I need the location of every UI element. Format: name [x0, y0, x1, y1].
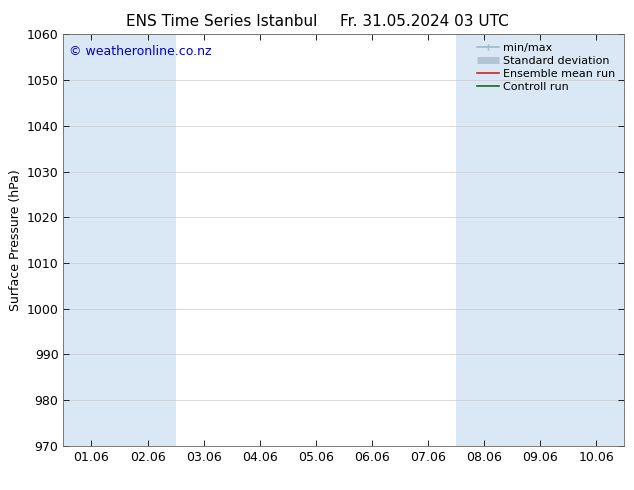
Text: Fr. 31.05.2024 03 UTC: Fr. 31.05.2024 03 UTC: [340, 14, 509, 29]
Bar: [63, 34, 120, 446]
Bar: [120, 34, 176, 446]
Bar: [569, 34, 624, 446]
Bar: [456, 34, 512, 446]
Y-axis label: Surface Pressure (hPa): Surface Pressure (hPa): [10, 169, 22, 311]
Text: ENS Time Series Istanbul: ENS Time Series Istanbul: [126, 14, 318, 29]
Bar: [512, 34, 569, 446]
Legend: min/max, Standard deviation, Ensemble mean run, Controll run: min/max, Standard deviation, Ensemble me…: [474, 40, 619, 95]
Text: © weatheronline.co.nz: © weatheronline.co.nz: [69, 45, 212, 58]
